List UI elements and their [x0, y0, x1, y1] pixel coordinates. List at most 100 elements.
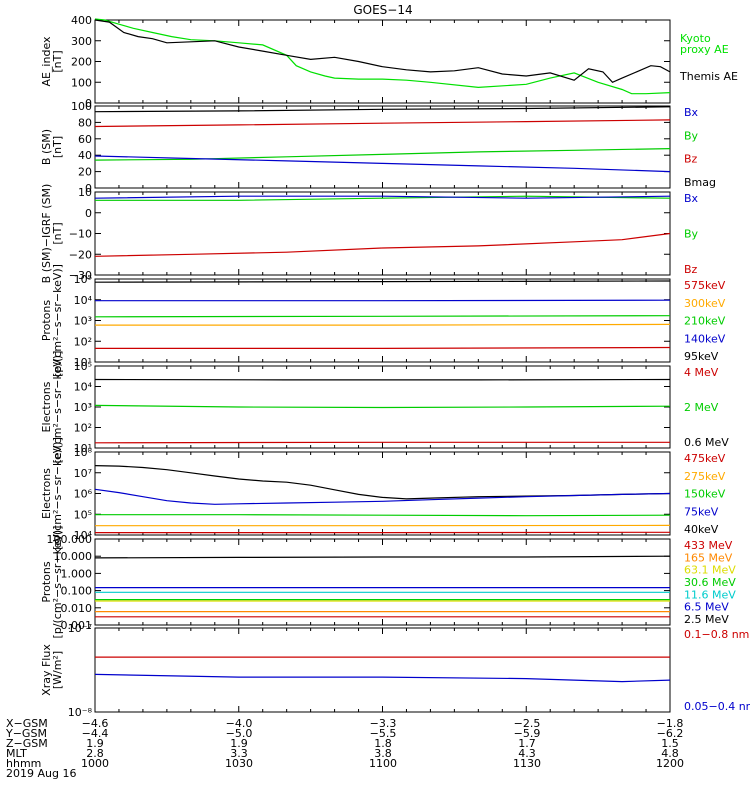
ephemeris-row-label: X−GSM [6, 717, 48, 730]
legend-label: 0.6 MeV [684, 436, 729, 449]
y-tick-label: 10⁴ [74, 294, 93, 307]
legend-label: 63.1 MeV [684, 564, 736, 577]
y-tick-label: 10⁶ [74, 488, 93, 501]
y-tick-label: 10⁴ [74, 529, 93, 542]
y-tick-label: 10⁻⁷ [68, 622, 92, 635]
y-axis-label: [p/(cm²−s−sr−keV)] [51, 264, 64, 377]
series-line-ae-1 [94, 19, 671, 84]
ephemeris-row-label: Z−GSM [6, 737, 48, 750]
ephemeris-value: 1.8 [374, 737, 392, 750]
legend-label: 150keV [684, 488, 726, 501]
date-label: 2019 Aug 16 [6, 767, 76, 780]
y-tick-label: 0 [85, 207, 92, 220]
legend-label: 0.05−0.4 nm [684, 700, 750, 713]
y-tick-label: 100 [71, 100, 92, 113]
legend-label: proxy AE [680, 43, 729, 56]
series-line-bsm-0 [94, 106, 671, 113]
y-tick-label: 10⁵ [74, 273, 92, 286]
series-line-xray-1 [94, 673, 671, 683]
ephemeris-value: 1130 [513, 757, 541, 770]
y-tick-label: 60 [78, 133, 92, 146]
legend-label: 300keV [684, 297, 726, 310]
series-line-bdiff-2 [94, 195, 671, 199]
y-tick-label: 10 [78, 186, 92, 199]
series-line-electrons_low-1 [94, 488, 671, 505]
series-line-protons_low-2 [94, 315, 671, 318]
ephemeris-value: 1.9 [86, 737, 104, 750]
panel-xray: 10⁻⁸ 10⁻⁷ Xray Flux[W/m²] 0.1−0.8 nm 0.05−0.… [40, 622, 750, 719]
y-tick-label: 10¹ [74, 356, 92, 369]
y-tick-label: 10⁸ [74, 446, 93, 459]
y-axis-label: Protons [40, 561, 53, 602]
legend-label: 475keV [684, 452, 726, 465]
panel-protons_high: 0.001 0.010 0.100 1.000 10.000 100.000 Protons… [40, 526, 736, 639]
series-line-protons_high-0 [94, 555, 671, 559]
ephemeris-value: −2.5 [514, 717, 541, 730]
legend-label: 575keV [684, 279, 726, 292]
legend-label: 2 MeV [684, 401, 719, 414]
ephemeris-value: 1.9 [230, 737, 248, 750]
y-tick-label: 20 [78, 166, 92, 179]
y-tick-label: −20 [69, 248, 92, 261]
y-tick-label: 0.010 [61, 602, 93, 615]
ephemeris-value: 1.7 [518, 737, 536, 750]
series-line-protons_low-0 [94, 280, 671, 283]
y-axis-label: AE_index [40, 36, 53, 87]
series-line-bsm-1 [94, 119, 671, 128]
legend-label: 11.6 MeV [684, 588, 736, 601]
ephemeris-value: 3.8 [374, 747, 392, 760]
panel-frame [94, 19, 671, 104]
x-axis-ephemeris: X−GSM −4.6 −4.0 −3.3 −2.5 −1.8 Y−GSM −4.4 −5.0 −5… [5, 717, 684, 780]
y-tick-label: 0.001 [61, 619, 93, 632]
panel-frame [94, 105, 671, 189]
series-line-bsm-3 [94, 155, 671, 173]
panel-frame [94, 191, 671, 276]
legend-label: Bmag [684, 176, 716, 189]
panel-electrons_high: 10¹ 10² 10³ 10⁴ 10⁵ Electrons[e/(cm²−s−sr−keV… [40, 351, 729, 464]
legend-label: Bz [684, 153, 698, 166]
panel-frame [94, 278, 671, 363]
ephemeris-value: 1.5 [661, 737, 679, 750]
legend-label: 95keV [684, 350, 719, 363]
ephemeris-value: 1000 [81, 757, 109, 770]
ephemeris-value: −4.4 [82, 727, 109, 740]
y-axis-label: [nT] [51, 136, 64, 158]
y-axis-label: [nT] [51, 50, 64, 72]
ephemeris-value: −5.0 [226, 727, 253, 740]
y-tick-label: 200 [71, 56, 92, 69]
y-tick-label: 10⁵ [74, 508, 92, 521]
ephemeris-value: −4.0 [226, 717, 253, 730]
ephemeris-value: 4.8 [661, 747, 679, 760]
legend-label: 30.6 MeV [684, 576, 736, 589]
y-axis-label: [e/(cm²−s−sr−keV)] [51, 437, 64, 550]
ephemeris-value: −5.5 [370, 727, 397, 740]
y-axis-label: B (SM) [40, 129, 53, 165]
y-axis-label: [nT] [51, 222, 64, 244]
y-tick-label: 1.000 [61, 567, 93, 580]
y-tick-label: 400 [71, 14, 92, 27]
series-line-ae-0 [94, 18, 671, 95]
y-axis-label: Protons [40, 300, 53, 341]
legend-label: 140keV [684, 332, 726, 345]
y-tick-label: 40 [78, 149, 92, 162]
legend-label: 2.5 MeV [684, 613, 729, 626]
y-axis-label: Xray Flux [40, 644, 53, 696]
legend-label: By [684, 129, 699, 142]
ephemeris-value: 3.3 [230, 747, 248, 760]
legend-label: Bx [684, 106, 699, 119]
legend-label: 75keV [684, 505, 719, 518]
ephemeris-value: 1200 [656, 757, 684, 770]
panel-protons_low: 10¹ 10² 10³ 10⁴ 10⁵ Protons[p/(cm²−s−sr−keV)]… [40, 264, 726, 377]
y-tick-label: 100 [71, 76, 92, 89]
legend-label: By [684, 228, 699, 241]
ephemeris-row-label: hhmm [6, 757, 41, 770]
y-tick-label: 300 [71, 35, 92, 48]
legend-label: Bz [684, 263, 698, 276]
y-tick-label: 10⁵ [74, 360, 92, 373]
legend-label: Bx [684, 192, 699, 205]
panel-electrons_low: 10⁴ 10⁵ 10⁶ 10⁷ 10⁸ Electrons[e/(cm²−s−sr−keV… [40, 437, 726, 550]
series-line-protons_low-4 [95, 346, 671, 349]
